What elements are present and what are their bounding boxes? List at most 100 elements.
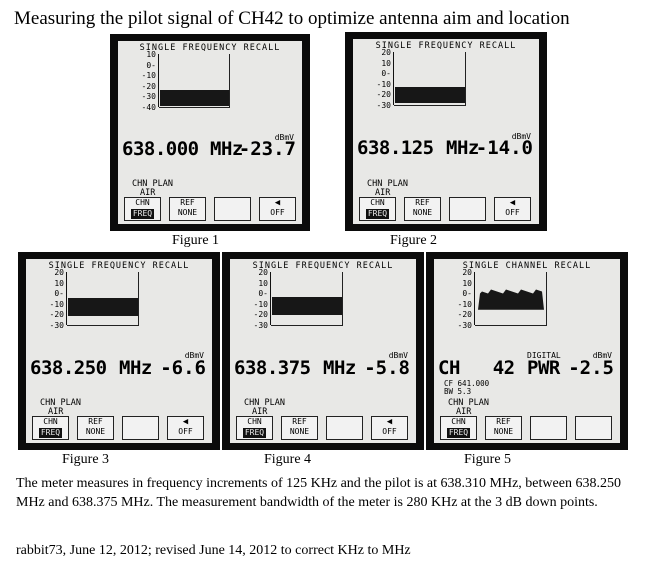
level-bar xyxy=(160,89,229,106)
channel-plan-label: CHN PLAN xyxy=(367,179,408,189)
button-bottom-label: OFF xyxy=(382,427,397,436)
bar-frame xyxy=(67,272,139,326)
ref-button[interactable]: REF NONE xyxy=(281,416,318,440)
level-readout: -14.0 xyxy=(475,137,533,159)
button-bottom-label: FREQ xyxy=(242,428,267,438)
meter-panel: SINGLE FREQUENCY RECALL 20 10 0- -10 -20 -30 dB… xyxy=(345,32,547,231)
axis-line xyxy=(393,52,394,105)
button-bottom-label: NONE xyxy=(85,427,106,436)
speaker-button[interactable]: ◀ OFF xyxy=(259,197,296,221)
level-readout: -23.7 xyxy=(238,138,296,160)
speaker-button[interactable]: ◀ OFF xyxy=(371,416,408,440)
button-top-label: REF xyxy=(496,417,511,426)
speaker-icon: ◀ xyxy=(509,198,516,208)
button-top-label: CHN xyxy=(43,417,58,426)
axis-tick-label: 10 xyxy=(258,278,268,288)
button-top-label: CHN xyxy=(370,198,385,207)
figure-caption: Figure 1 xyxy=(172,233,220,248)
ref-button[interactable]: REF NONE xyxy=(77,416,114,440)
explanation-paragraph: The meter measures in frequency incremen… xyxy=(16,476,621,510)
button-top-label: CHN xyxy=(135,198,150,207)
axis-tick-label: 0- xyxy=(381,69,391,78)
chn-freq-button[interactable]: CHN FREQ xyxy=(440,416,477,440)
screen-header: SINGLE FREQUENCY RECALL xyxy=(139,43,281,53)
axis-tick-label: 0- xyxy=(54,289,64,298)
axis-tick-label: 20 xyxy=(258,268,268,277)
frequency-readout: CH 42 xyxy=(438,357,515,379)
center-frequency-label: CF 641.000 xyxy=(444,379,490,388)
button-bottom-label: NONE xyxy=(289,427,310,436)
axis-tick-label: -30 xyxy=(457,320,472,330)
axis-tick-label: 20 xyxy=(381,48,391,57)
blank-button[interactable] xyxy=(530,416,567,440)
axis-tick-label: -20 xyxy=(141,81,156,91)
button-top-label: REF xyxy=(88,417,103,426)
blank-button[interactable] xyxy=(214,197,251,221)
blank-button[interactable] xyxy=(326,416,363,440)
chn-freq-button[interactable]: CHN FREQ xyxy=(124,197,161,221)
axis-tick-label: 20 xyxy=(462,268,472,277)
axis-tick-label: -20 xyxy=(253,310,268,319)
figure-caption: Figure 5 xyxy=(464,452,512,467)
ref-button[interactable]: REF NONE xyxy=(404,197,441,221)
frequency-readout: 638.250 xyxy=(30,357,107,379)
chn-freq-button[interactable]: CHN FREQ xyxy=(236,416,273,440)
unit-label: dBmV xyxy=(592,351,612,360)
button-top-label: REF xyxy=(180,198,195,207)
button-bottom-label: FREQ xyxy=(38,428,63,438)
level-bar xyxy=(272,296,342,315)
bar-frame xyxy=(159,54,230,108)
meter-panel: SINGLE FREQUENCY RECALL 20 10 0- -10 -20 -30 dB… xyxy=(222,252,424,450)
axis-line xyxy=(270,272,271,325)
channel-plan-value: AIR xyxy=(140,188,156,198)
axis-tick-label: 10 xyxy=(381,58,391,68)
speaker-button[interactable]: ◀ OFF xyxy=(167,416,204,440)
frequency-readout: 638.000 xyxy=(122,138,199,160)
level-readout: -5.8 xyxy=(364,357,410,379)
level-readout: -6.6 xyxy=(160,357,206,379)
ref-button[interactable]: REF NONE xyxy=(485,416,522,440)
button-top-label: CHN xyxy=(451,417,466,426)
bar-frame xyxy=(475,272,547,326)
channel-plan-label: CHN PLAN xyxy=(40,398,81,408)
readout-unit: PWR xyxy=(527,357,560,379)
bar-frame xyxy=(271,272,343,326)
figure-caption: Figure 2 xyxy=(390,233,438,248)
axis-tick-label: -20 xyxy=(457,310,472,319)
axis-tick-label: 20 xyxy=(54,268,64,277)
axis-tick-label: 10 xyxy=(146,50,156,59)
footer-credit: rabbit73, June 12, 2012; revised June 14… xyxy=(16,543,411,558)
frequency-readout: 638.125 xyxy=(357,137,434,159)
axis-tick-label: -10 xyxy=(376,79,391,89)
axis-tick-label: -40 xyxy=(141,102,156,112)
level-bar xyxy=(68,297,138,316)
channel-spectrum xyxy=(478,289,544,310)
screen-header: SINGLE FREQUENCY RECALL xyxy=(252,261,394,271)
chn-freq-button[interactable]: CHN FREQ xyxy=(359,197,396,221)
chn-freq-button[interactable]: CHN FREQ xyxy=(32,416,69,440)
meter-panel: SINGLE FREQUENCY RECALL 10 0- -10 -20 -30 -40 d… xyxy=(110,34,310,231)
meter-panel: SINGLE FREQUENCY RECALL 20 10 0- -10 -20 -30 dB… xyxy=(18,252,220,450)
speaker-button[interactable]: ◀ OFF xyxy=(494,197,531,221)
bandwidth-label: BW 5.3 xyxy=(444,387,472,396)
readout-unit: MHz xyxy=(323,357,356,379)
level-readout: -2.5 xyxy=(568,357,614,379)
unit-label: dBmV xyxy=(388,351,408,360)
readout-unit: MHz xyxy=(210,138,243,160)
axis-tick-label: -10 xyxy=(253,299,268,309)
blank-button[interactable] xyxy=(122,416,159,440)
axis-tick-label: -20 xyxy=(376,90,391,99)
speaker-icon: ◀ xyxy=(386,417,393,427)
screen-header: SINGLE FREQUENCY RECALL xyxy=(48,261,190,271)
blank-button[interactable] xyxy=(449,197,486,221)
unit-label: dBmV xyxy=(184,351,204,360)
meter-screen: SINGLE FREQUENCY RECALL 10 0- -10 -20 -30 -40 d… xyxy=(118,41,302,224)
axis-tick-label: 0- xyxy=(146,60,156,70)
speaker-button[interactable] xyxy=(575,416,612,440)
page-title: Measuring the pilot signal of CH42 to op… xyxy=(14,8,570,29)
screen-header: SINGLE FREQUENCY RECALL xyxy=(375,41,517,51)
button-bottom-label: FREQ xyxy=(365,209,390,219)
button-bottom-label: NONE xyxy=(412,208,433,217)
ref-button[interactable]: REF NONE xyxy=(169,197,206,221)
axis-tick-label: 0- xyxy=(462,289,472,298)
